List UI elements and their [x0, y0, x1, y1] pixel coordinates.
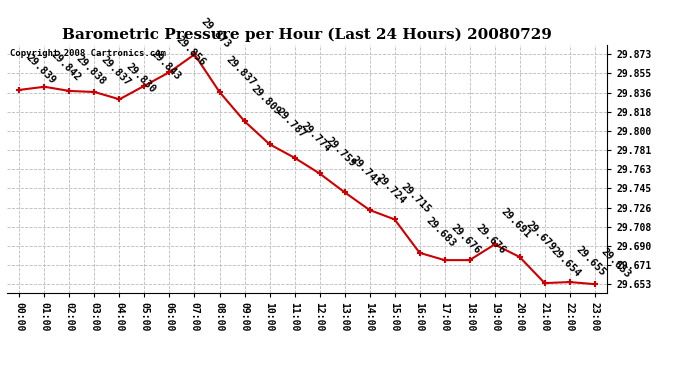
Text: 29.842: 29.842 [48, 49, 82, 82]
Text: 29.691: 29.691 [499, 207, 533, 240]
Text: 29.837: 29.837 [224, 54, 257, 88]
Text: 29.676: 29.676 [474, 222, 507, 256]
Text: 29.774: 29.774 [299, 120, 333, 154]
Text: 29.856: 29.856 [174, 34, 207, 68]
Text: 29.873: 29.873 [199, 16, 233, 50]
Text: 29.839: 29.839 [23, 52, 57, 86]
Text: 29.809: 29.809 [248, 84, 282, 117]
Text: 29.655: 29.655 [574, 244, 607, 278]
Text: 29.741: 29.741 [348, 154, 382, 188]
Text: 29.837: 29.837 [99, 54, 132, 88]
Text: 29.787: 29.787 [274, 106, 307, 140]
Text: 29.830: 29.830 [124, 62, 157, 95]
Text: 29.838: 29.838 [74, 53, 107, 87]
Text: 29.676: 29.676 [448, 222, 482, 256]
Text: 29.759: 29.759 [324, 136, 357, 169]
Title: Barometric Pressure per Hour (Last 24 Hours) 20080729: Barometric Pressure per Hour (Last 24 Ho… [62, 28, 552, 42]
Text: 29.654: 29.654 [549, 245, 582, 279]
Text: 29.679: 29.679 [524, 219, 558, 253]
Text: 29.843: 29.843 [148, 48, 182, 81]
Text: 29.653: 29.653 [599, 246, 633, 280]
Text: 29.724: 29.724 [374, 172, 407, 206]
Text: 29.683: 29.683 [424, 215, 457, 249]
Text: Copyright 2008 Cartronics.com: Copyright 2008 Cartronics.com [10, 49, 166, 58]
Text: 29.715: 29.715 [399, 182, 433, 215]
